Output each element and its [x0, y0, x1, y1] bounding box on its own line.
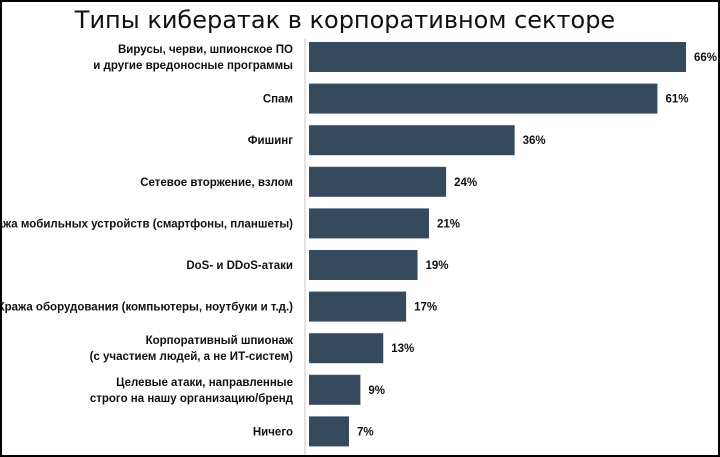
bar — [309, 208, 429, 239]
category-label-line: DoS- и DDoS-атаки — [186, 260, 293, 272]
category-label: Кража оборудования (компьютеры, ноутбуки… — [0, 302, 293, 314]
category-label: DoS- и DDoS-атаки — [186, 260, 293, 272]
category-label: Кража мобильных устройств (смартфоны, пл… — [0, 218, 293, 230]
data-label: 66% — [694, 52, 717, 64]
category-label: Ничего — [253, 426, 293, 438]
category-label: Вирусы, черви, шпионское ПО и другие вред… — [93, 44, 293, 72]
bar — [309, 333, 384, 364]
bar — [309, 166, 447, 197]
category-label-line: строго на нашу организацию/бренд — [90, 393, 294, 405]
data-label: 21% — [437, 218, 460, 230]
bar — [309, 291, 407, 322]
category-label: Целевые атаки, направленные строго на наш… — [90, 377, 294, 405]
data-label: 36% — [523, 135, 546, 147]
bar — [309, 250, 418, 280]
category-label-line: (с участием людей, а не ИТ-систем) — [90, 351, 294, 363]
category-label-line: Кража мобильных устройств (смартфоны, пл… — [0, 218, 293, 230]
bar — [309, 83, 658, 114]
category-label-line: Фишинг — [248, 135, 293, 147]
data-label: 9% — [368, 385, 385, 397]
category-label-line: Целевые атаки, направленные — [116, 377, 293, 389]
category-label-line: Ничего — [253, 426, 293, 438]
category-label: Сетевое вторжение, взлом — [140, 177, 293, 189]
bar — [309, 416, 349, 447]
bar — [309, 125, 515, 156]
data-label: 24% — [454, 177, 477, 189]
category-label-line: и другие вредоносные программы — [93, 60, 293, 72]
category-label-line: Вирусы, черви, шпионское ПО — [118, 44, 293, 56]
category-label: Спам — [263, 94, 293, 106]
data-label: 13% — [391, 343, 414, 355]
category-label: Корпоративный шпионаж (с участием людей, … — [90, 335, 294, 363]
bar — [309, 374, 361, 405]
data-label: 19% — [426, 260, 449, 272]
data-label: 61% — [665, 94, 688, 106]
category-label-line: Корпоративный шпионаж — [146, 335, 294, 347]
data-label: 17% — [414, 302, 437, 314]
category-label-line: Кража оборудования (компьютеры, ноутбуки… — [0, 302, 293, 314]
chart-title: Типы кибератак в корпоративном секторе — [74, 6, 615, 34]
data-label: 7% — [357, 426, 374, 438]
bar — [309, 42, 686, 72]
category-label: Фишинг — [248, 135, 293, 147]
category-label-line: Спам — [263, 94, 293, 106]
category-label-line: Сетевое вторжение, взлом — [140, 177, 293, 189]
